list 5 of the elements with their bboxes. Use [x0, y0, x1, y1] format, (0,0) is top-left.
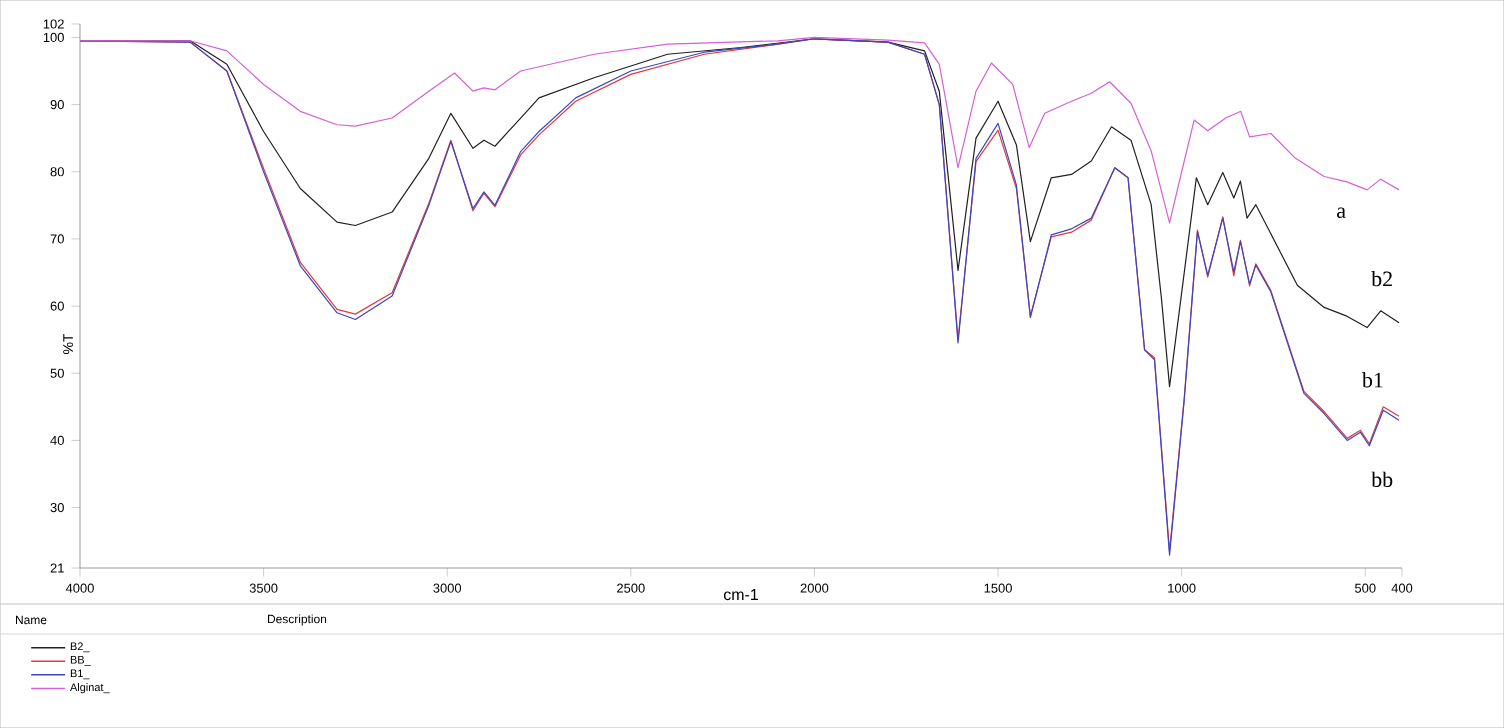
- annotation: a: [1337, 207, 1346, 219]
- annotation: b2: [1371, 270, 1392, 287]
- annotation: bb: [1371, 471, 1393, 488]
- line-series: [79, 36, 1400, 224]
- annotation: b1: [1361, 372, 1383, 388]
